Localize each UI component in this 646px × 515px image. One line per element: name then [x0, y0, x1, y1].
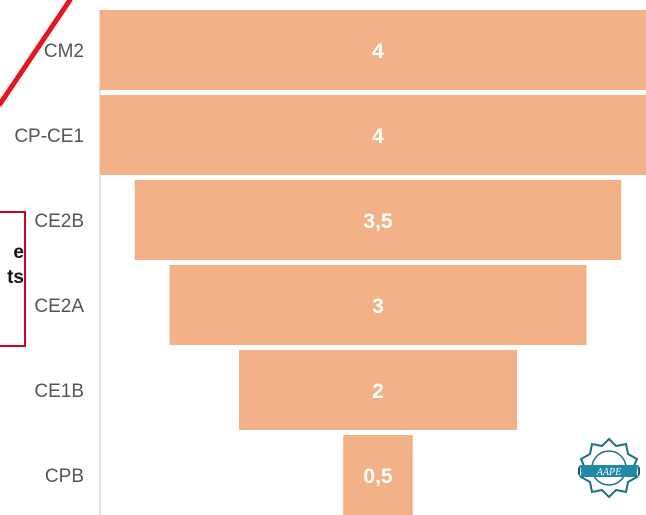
bar-cm2 [100, 10, 646, 90]
category-label-ce1b: CE1B [34, 381, 84, 402]
seal-text: AAPE [596, 467, 621, 478]
bar-cpb [343, 435, 413, 515]
annotation-diagonal-line [0, 0, 73, 107]
value-label-cpb: 0,5 [363, 465, 393, 488]
annotation-text-line1: e [13, 242, 24, 263]
category-label-cpb: CPB [45, 466, 84, 487]
value-label-ce2a: 3 [372, 295, 384, 318]
badge-seal-icon: AAPE [578, 437, 640, 499]
annotation-box: e ts [0, 211, 26, 347]
annotation-text-line2: ts [7, 267, 24, 288]
category-labels-group: CM2 CP-CE1 CE2B CE2A CE1B CPB [14, 41, 84, 487]
category-label-cp-ce1: CP-CE1 [14, 126, 84, 147]
category-label-ce2b: CE2B [34, 211, 84, 232]
value-label-ce1b: 2 [372, 380, 384, 403]
bar-ce1b [239, 350, 517, 430]
category-label-ce2a: CE2A [34, 296, 84, 317]
value-label-cp-ce1: 4 [372, 125, 384, 148]
value-label-cm2: 4 [372, 40, 384, 63]
value-label-ce2b: 3,5 [363, 210, 393, 233]
bar-ce2b [134, 180, 622, 260]
bar-cp-ce1 [100, 95, 646, 175]
value-labels-group: 4 4 3,5 3 2 0,5 [363, 40, 393, 488]
category-label-cm2: CM2 [44, 41, 84, 62]
bars-group [100, 10, 646, 515]
bar-ce2a [169, 265, 587, 345]
